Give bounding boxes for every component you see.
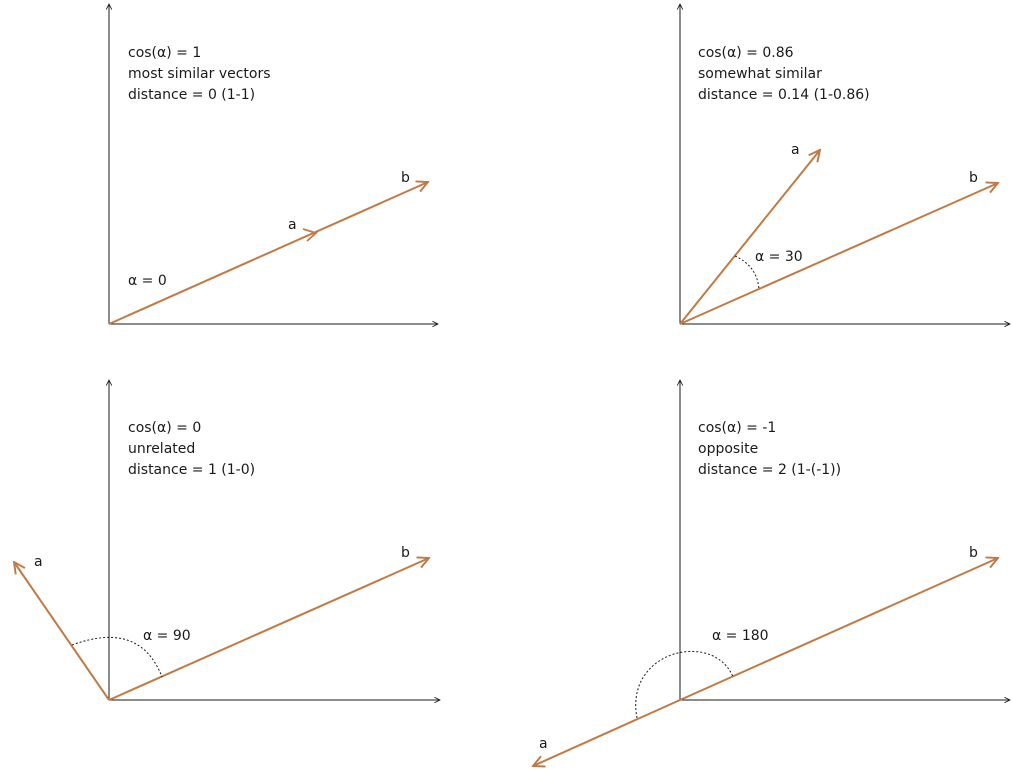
vector-a-label: a — [34, 554, 43, 570]
vector-b — [679, 183, 998, 325]
description-text: most similar vectors — [128, 66, 271, 82]
distance-text: distance = 1 (1-0) — [128, 462, 255, 478]
vector-b-label: b — [401, 170, 410, 186]
vector-a — [14, 562, 110, 701]
cos-text: cos(α) = 0.86 — [698, 45, 794, 61]
panel-somewhat-similar: cos(α) = 0.86 somewhat similar distance … — [680, 4, 1010, 324]
vector-a-arrowhead — [302, 228, 318, 242]
angle-arc — [635, 651, 734, 719]
vector-a-label: a — [288, 217, 297, 233]
angle-label: α = 90 — [143, 628, 191, 644]
vector-a — [679, 150, 820, 325]
cos-text: cos(α) = 1 — [128, 45, 201, 61]
angle-arc — [71, 636, 163, 678]
panel-unrelated: cos(α) = 0 unrelated distance = 1 (1-0) … — [14, 380, 440, 700]
vector-a — [533, 699, 681, 766]
vector-a-label: a — [539, 736, 548, 752]
angle-label: α = 180 — [712, 628, 769, 644]
vector-b-label: b — [969, 170, 978, 186]
description-text: unrelated — [128, 441, 195, 457]
vector-b — [108, 558, 429, 701]
panel-most-similar: cos(α) = 1 most similar vectors distance… — [109, 4, 438, 324]
vector-b — [108, 182, 428, 325]
distance-text: distance = 2 (1-(-1)) — [698, 462, 841, 478]
description-text: somewhat similar — [698, 66, 822, 82]
angle-label: α = 30 — [755, 249, 803, 265]
description-text: opposite — [698, 441, 758, 457]
distance-text: distance = 0 (1-1) — [128, 87, 255, 103]
cos-text: cos(α) = 0 — [128, 420, 201, 436]
vector-b-label: b — [969, 545, 978, 561]
distance-text: distance = 0.14 (1-0.86) — [698, 87, 870, 103]
angle-arc — [734, 255, 760, 290]
angle-label: α = 0 — [128, 273, 167, 289]
panel-opposite: cos(α) = -1 opposite distance = 2 (1-(-1… — [533, 380, 1010, 766]
vector-b-label: b — [401, 545, 410, 561]
cos-text: cos(α) = -1 — [698, 420, 776, 436]
vector-b — [679, 558, 998, 701]
vector-a-label: a — [791, 142, 800, 158]
